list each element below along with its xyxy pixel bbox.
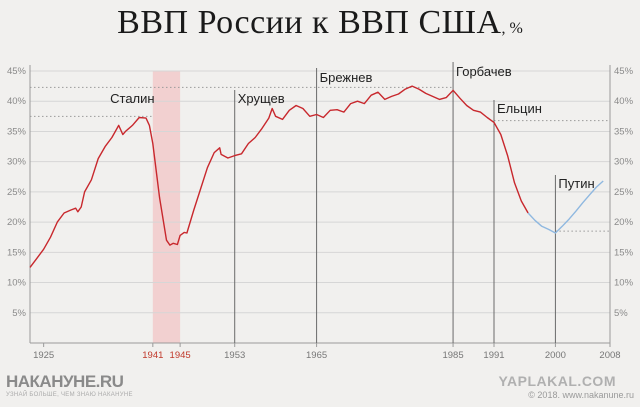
y-tick-label-left: 15%	[7, 247, 27, 258]
x-tick-label: 2008	[599, 350, 620, 361]
y-tick-label-left: 20%	[7, 217, 27, 228]
copyright-text: © 2018. www.nakanune.ru	[528, 390, 634, 400]
title-main: ВВП России к ВВП США	[117, 4, 502, 41]
nakanune-logo: НАКАНУНЕ.RU УЗНАЙ БОЛЬШЕ, ЧЕМ ЗНАЮ НАКАН…	[6, 372, 133, 398]
x-tick-label: 1925	[33, 350, 54, 361]
y-tick-label-right: 15%	[614, 247, 634, 258]
x-tick-label: 1965	[306, 350, 327, 361]
chart-title: ВВП России к ВВП США, %	[0, 4, 640, 42]
logo-name: НАКАНУНЕ.RU	[6, 372, 124, 391]
war-period-shading	[152, 71, 181, 343]
y-tick-label-right: 40%	[614, 96, 634, 107]
title-unit: , %	[501, 20, 523, 37]
y-tick-label-left: 5%	[12, 308, 26, 319]
era-label: Сталин	[110, 91, 154, 106]
y-tick-label-left: 35%	[7, 126, 27, 137]
y-tick-label-right: 10%	[614, 278, 634, 289]
era-label: Путин	[558, 176, 594, 191]
y-tick-label-right: 5%	[614, 308, 628, 319]
y-tick-label-right: 25%	[614, 187, 634, 198]
x-tick-label: 1985	[442, 350, 463, 361]
watermark: YAPLAKAL.COM	[498, 373, 616, 389]
x-tick-label: 1941	[142, 350, 163, 361]
y-tick-label-right: 35%	[614, 126, 634, 137]
series-line-recent	[527, 180, 604, 234]
y-tick-label-left: 45%	[7, 66, 27, 77]
x-tick-label: 1953	[224, 350, 245, 361]
era-label: Хрущев	[238, 91, 285, 106]
era-label: Брежнев	[320, 70, 373, 85]
y-tick-label-left: 30%	[7, 157, 27, 168]
y-tick-label-left: 10%	[7, 278, 27, 289]
y-tick-label-left: 40%	[7, 96, 27, 107]
y-tick-label-right: 30%	[614, 157, 634, 168]
logo-tagline: УЗНАЙ БОЛЬШЕ, ЧЕМ ЗНАЮ НАКАНУНЕ	[6, 392, 133, 398]
x-tick-label: 1991	[483, 350, 504, 361]
x-tick-label: 2000	[545, 350, 566, 361]
y-tick-label-left: 25%	[7, 187, 27, 198]
era-label: Ельцин	[497, 101, 542, 116]
series-line-historic	[29, 85, 529, 268]
x-tick-label: 1945	[170, 350, 191, 361]
era-label: Горбачев	[456, 64, 512, 79]
y-tick-label-right: 45%	[614, 66, 634, 77]
y-tick-label-right: 20%	[614, 217, 634, 228]
